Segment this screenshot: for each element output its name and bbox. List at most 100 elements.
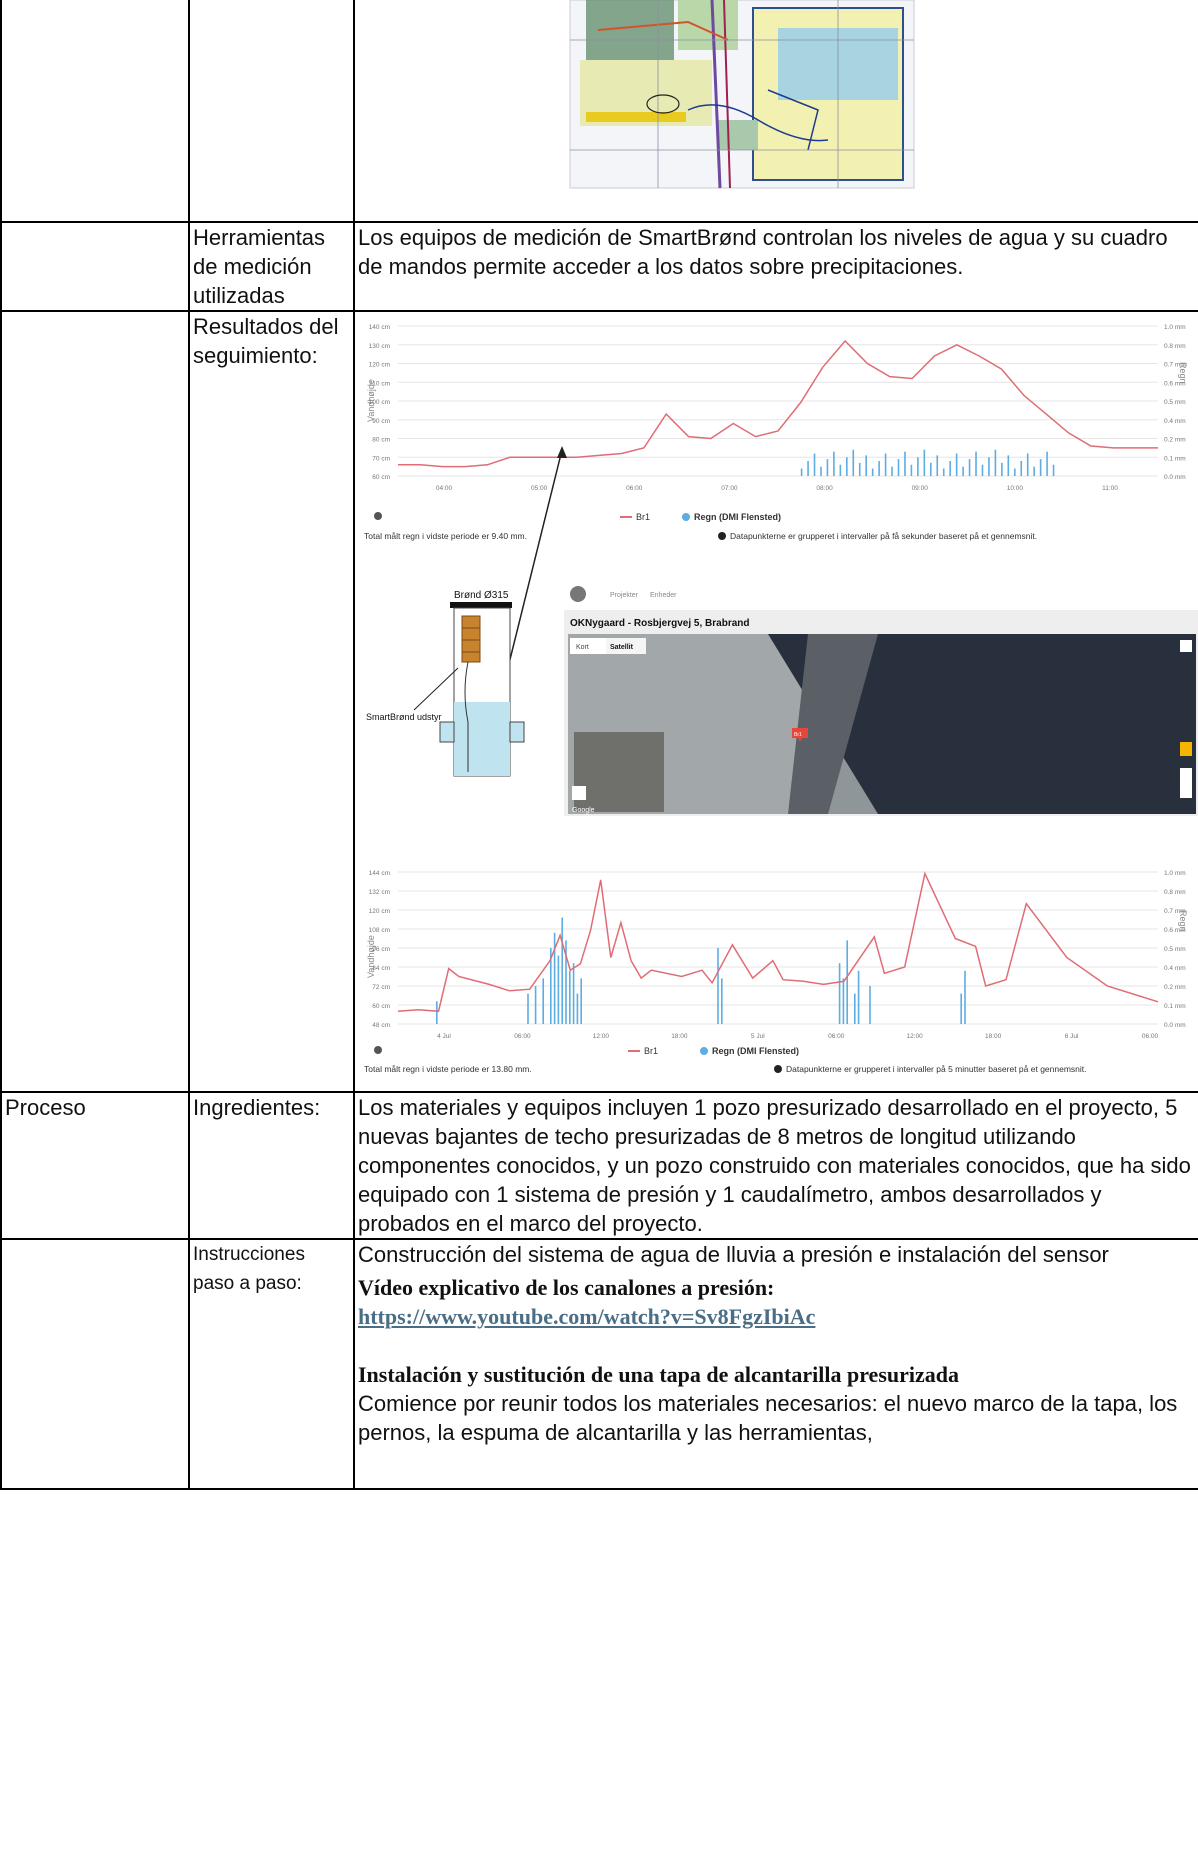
c2-rain-bar [436,1001,438,1024]
map-nav-devices[interactable]: Enheder [650,592,677,599]
c2-rain-bar [572,963,575,1024]
map-title: OKNygaard - Rosbjergvej 5, Brabrand [570,618,750,629]
c2-rain-bar [838,963,841,1024]
chart-2-info-icon-2 [774,1065,782,1073]
map-tab-kort[interactable]: Kort [576,644,589,651]
c1-rain-bar [1039,459,1042,476]
c1-rain-bar [858,462,861,476]
chart-2-legend-br1: Br1 [644,1046,658,1056]
map-marker-label: Br1 [794,732,802,738]
c2-xtick: 06:00 [514,1033,531,1040]
empty-cell [0,1238,190,1490]
chart-1-footer-left: Total målt regn i vidste periode er 9.40… [364,531,527,541]
chart-2-legend-rain: Regn (DMI Flensted) [712,1046,799,1056]
c2-ytick: 60 cm [372,1003,390,1010]
c1-rain-bar [994,449,997,476]
c2-xtick: 06:00 [1142,1033,1159,1040]
c1-xtick: 07:00 [721,485,738,492]
c1-rain-bar [917,457,919,476]
measurement-tools-label: Herramientas de medición utilizadas [188,221,355,312]
c1-rain-bar [981,464,984,476]
install-text: Comience por reunir todos los materiales… [358,1391,1178,1445]
c1-rain-bar [988,457,990,476]
smartbrond-logo-icon [570,586,586,602]
c2-y2tick: 0.0 mm [1164,1022,1186,1029]
map-zoom-control[interactable] [1180,768,1192,798]
c1-rain-bar [923,449,926,476]
well-title: Brønd Ø315 [454,590,509,601]
ingredients-label: Ingredientes: [188,1091,355,1240]
c1-rain-bar [930,462,932,476]
c2-rain-bar [846,940,848,1024]
c2-xtick: 12:00 [907,1033,924,1040]
video-title: Vídeo explicativo de los canalones a pre… [358,1275,775,1300]
map-layers-icon[interactable] [572,786,586,800]
video-link[interactable]: https://www.youtube.com/watch?v=Sv8FgzIb… [358,1304,816,1329]
c1-ytick: 110 cm [369,380,390,387]
map-marker-icon [792,728,808,742]
c1-rain-bar [1052,464,1055,476]
chart-2-legend-dot [700,1047,708,1055]
c1-ytick: 120 cm [369,362,390,369]
c1-rain-bar [975,451,977,476]
c2-rain-bar [721,978,723,1024]
measurement-tools-text: Los equipos de medición de SmartBrønd co… [353,221,1198,312]
c2-ytick: 108 cm [369,927,390,934]
map-fullscreen-icon[interactable] [1180,640,1192,652]
c2-rain-bar [527,993,529,1024]
c2-rain-bar [553,932,556,1024]
steps-label: Instrucciones paso a paso: [188,1238,355,1490]
c1-y2tick: 0.4 mm [1164,418,1186,425]
c2-y2tick: 0.7 mm [1164,908,1186,915]
c1-rain-bar [846,457,848,476]
c2-rain-bar [557,955,560,1024]
c2-rain-bar [550,948,552,1024]
c2-y2tick: 0.8 mm [1164,889,1186,896]
c1-rain-bar [865,455,867,476]
arrow-head-icon [557,446,567,458]
c2-rain-bar [542,978,544,1024]
c1-rain-bar [1013,468,1016,476]
chart-1-legend-dot [682,513,690,521]
chart-1-ylabel: Vandhøjde [366,379,376,422]
street-view-pegman-icon[interactable] [1180,742,1192,756]
c1-y2tick: 0.1 mm [1164,455,1186,462]
c2-xtick: 5 Jul [751,1033,765,1040]
steps-intro: Construcción del sistema de agua de lluv… [358,1242,1109,1267]
c2-rain-bar [854,993,856,1024]
chart-1-y2label: Regn [1178,362,1188,384]
c1-xtick: 04:00 [436,485,453,492]
c2-rain-bar [561,917,563,1024]
c2-ytick: 144 cm [369,870,390,877]
c1-y2tick: 0.2 mm [1164,437,1186,444]
c1-ytick: 130 cm [369,343,390,350]
c1-y2tick: 0.7 mm [1164,362,1186,369]
map-nav-projects[interactable]: Projekter [610,592,639,599]
chart-2-y2label: Regn [1178,910,1188,932]
c1-ytick: 70 cm [372,455,390,462]
c1-ytick: 140 cm [369,324,390,331]
c2-xtick: 18:00 [671,1033,688,1040]
c1-rain-bar [852,449,855,476]
c2-xtick: 6 Jul [1065,1033,1079,1040]
map-tab-satellit[interactable]: Satellit [610,644,634,651]
c1-rain-bar [826,459,829,476]
chart-2: Vandhøjde Regn 144 cm 1.0 mm 132 cm 0.8 mm 1… [364,870,1188,1074]
c1-rain-bar [936,455,939,476]
c1-rain-bar [904,451,906,476]
c2-y2tick: 0.1 mm [1164,1003,1186,1010]
c1-rain-bar [1046,451,1048,476]
c1-rain-bar [813,453,816,476]
c1-rain-bar [891,466,893,476]
c1-y2tick: 0.6 mm [1164,380,1186,387]
c1-xtick: 10:00 [1007,485,1024,492]
c2-rain-bar [960,993,962,1024]
process-label: Proceso [0,1091,190,1240]
c1-rain-bar [800,468,803,476]
c1-ytick: 90 cm [372,418,390,425]
chart-1-legend-br1: Br1 [636,512,650,522]
empty-cell [188,0,355,223]
c1-xtick: 09:00 [912,485,929,492]
c2-ytick: 84 cm [372,965,390,972]
c1-rain-bar [1026,453,1029,476]
